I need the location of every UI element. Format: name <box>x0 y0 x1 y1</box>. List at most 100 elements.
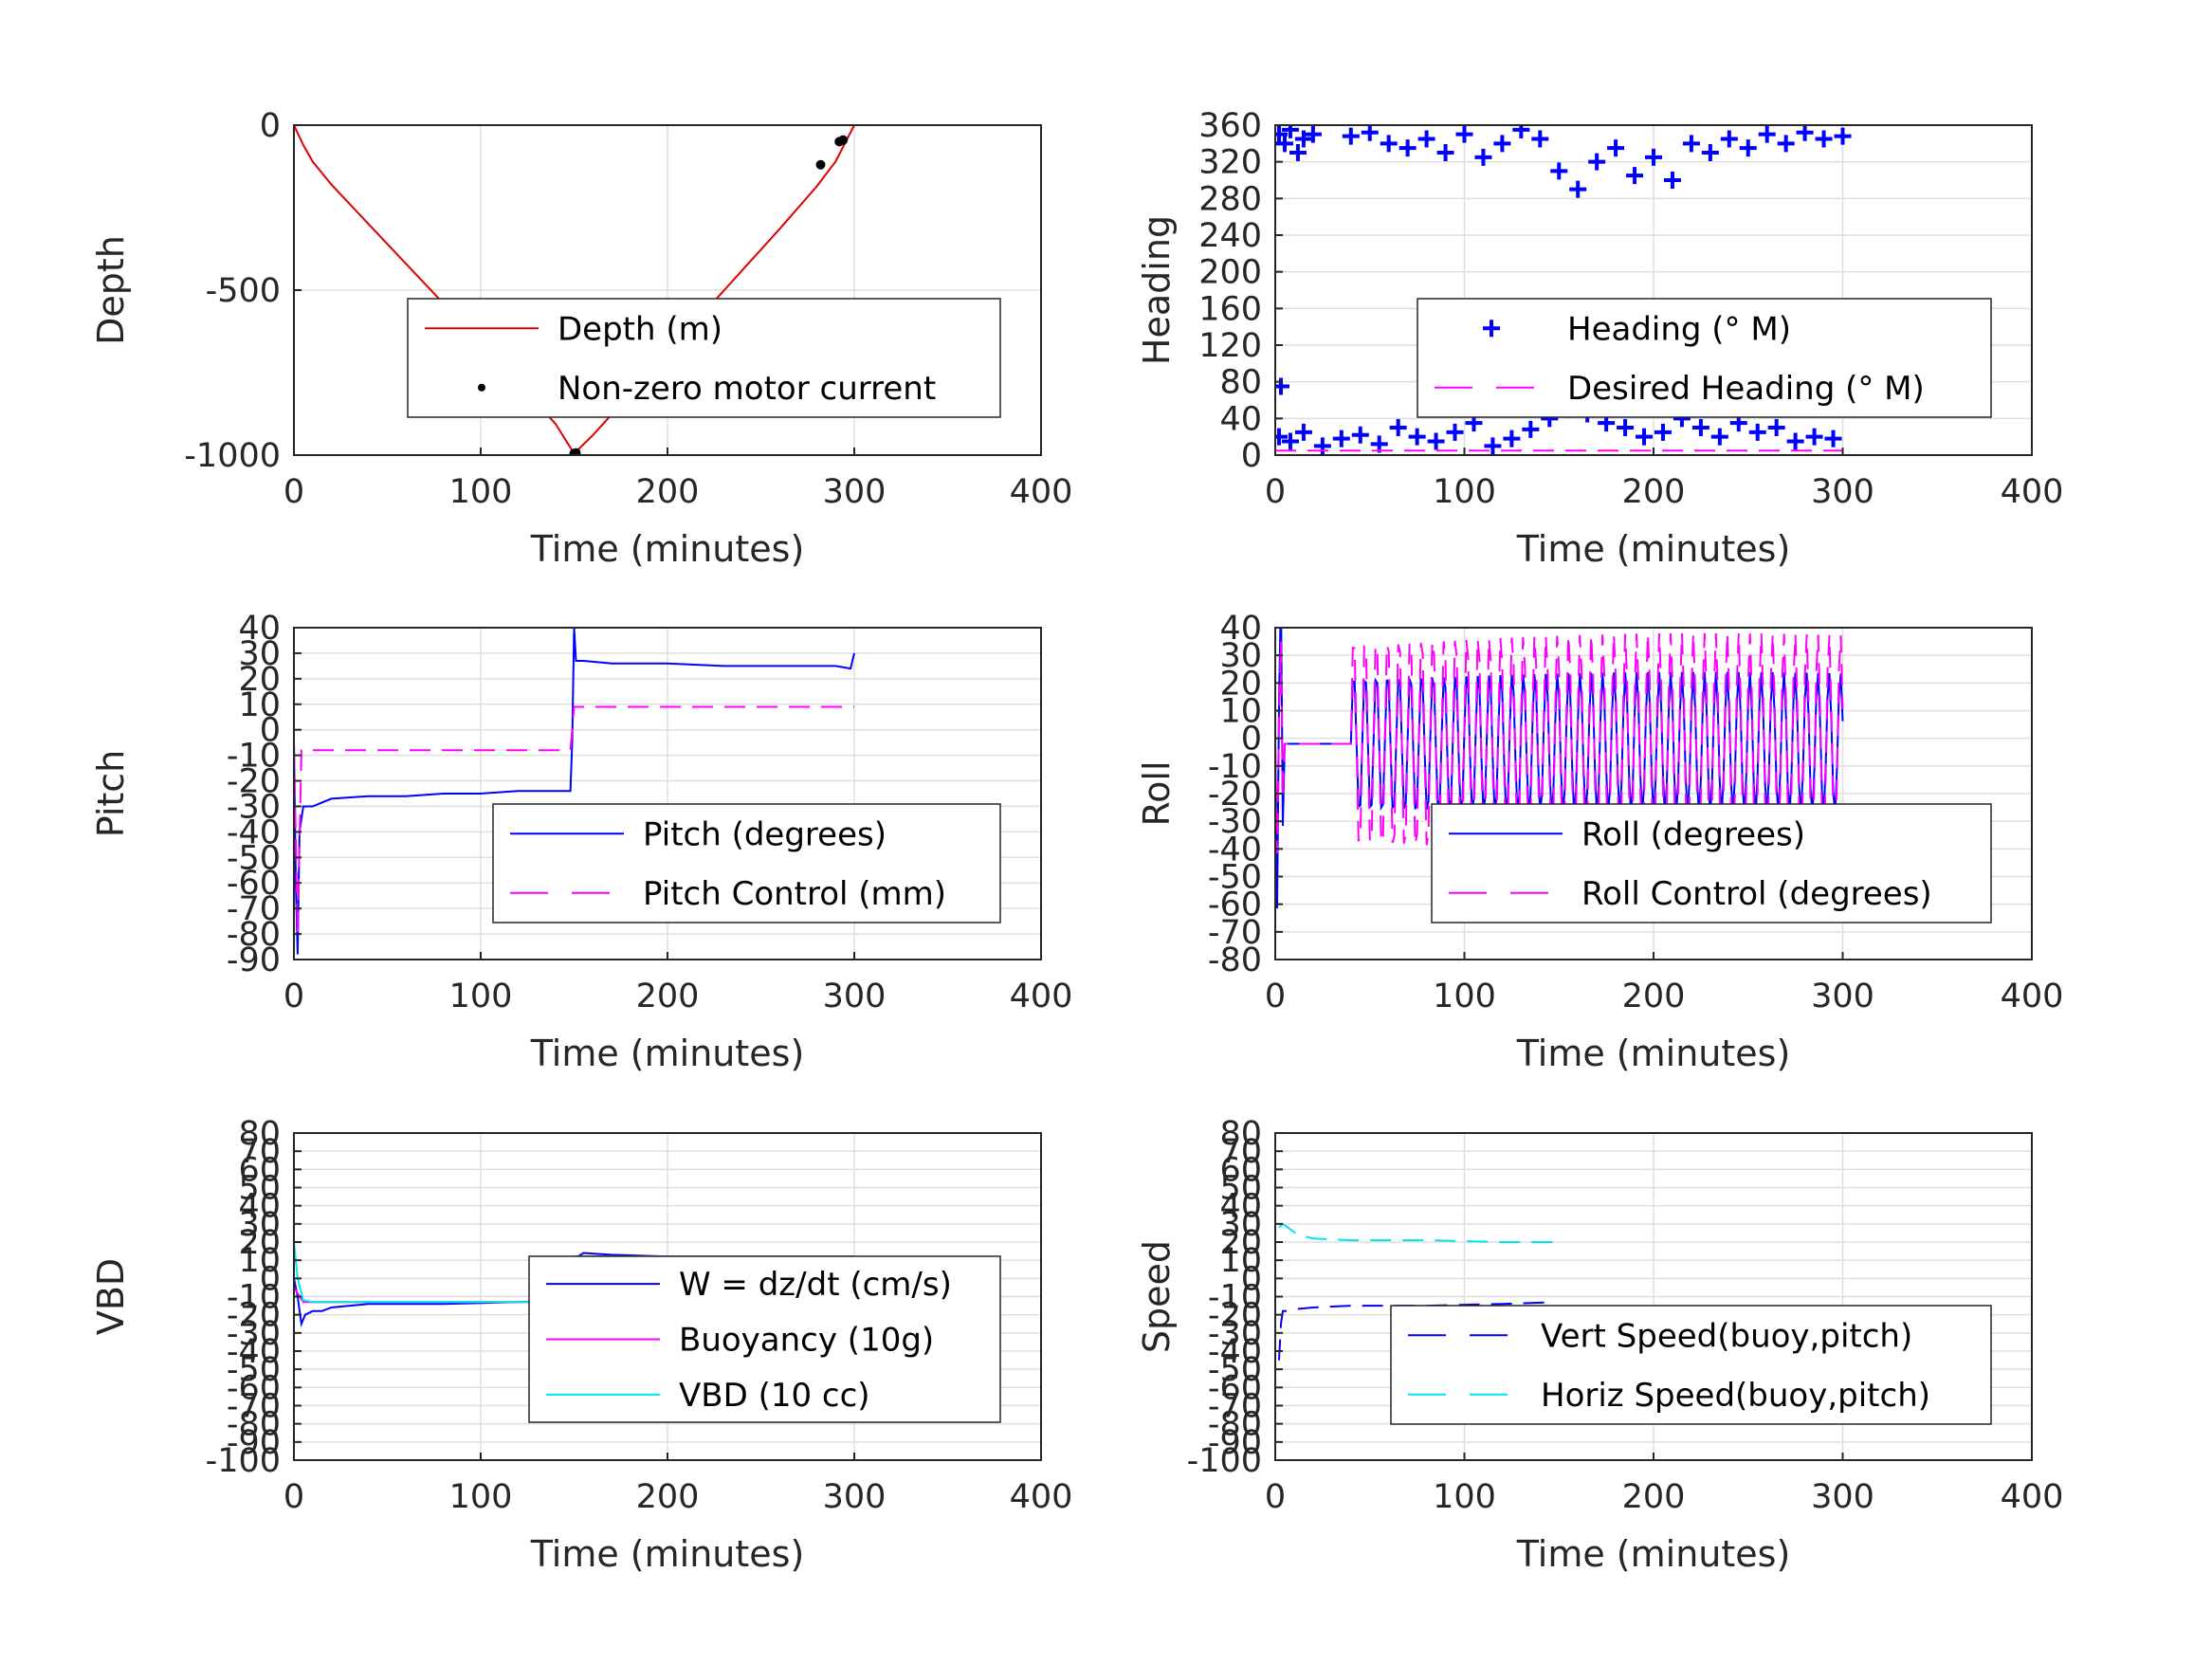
heading-marker <box>1796 125 1814 141</box>
y-tick-label: 60 <box>238 1151 281 1189</box>
x-axis-label: Time (minutes) <box>1516 1033 1791 1074</box>
heading-marker <box>1304 125 1322 143</box>
heading-marker <box>1275 125 1288 143</box>
x-tick-label: 300 <box>823 473 887 511</box>
y-tick-label: 20 <box>1219 1224 1262 1262</box>
heading-marker <box>1294 423 1312 441</box>
heading-marker <box>1767 419 1785 436</box>
legend-label: Depth (m) <box>558 310 722 348</box>
heading-marker <box>1626 167 1644 185</box>
heading-marker <box>1474 148 1492 166</box>
x-tick-label: 400 <box>1010 473 1073 511</box>
x-tick-label: 100 <box>449 1478 513 1516</box>
heading-marker <box>1701 144 1719 161</box>
y-tick-label: -40 <box>227 814 281 851</box>
y-tick-label: -80 <box>1208 942 1262 979</box>
subplot-1: 0 100 200 300 400 -1000 -500 0 Time (minutes) Dep… <box>90 107 1072 570</box>
heading-marker <box>1484 437 1502 455</box>
x-tick-label: 400 <box>2001 978 2064 1015</box>
legend-label: Vert Speed(buoy,pitch) <box>1541 1317 1912 1355</box>
legend-marker <box>478 383 485 392</box>
x-tick-label: 0 <box>283 1478 304 1516</box>
legend-marker <box>1483 320 1500 338</box>
heading-marker <box>1607 139 1625 157</box>
y-tick-label: -90 <box>227 1424 281 1462</box>
heading-marker <box>1720 130 1738 148</box>
x-tick-label: 100 <box>1433 473 1496 511</box>
x-tick-label: 200 <box>1622 473 1686 511</box>
x-tick-label: 300 <box>1811 473 1874 511</box>
heading-marker <box>1342 127 1360 145</box>
y-tick-label: 50 <box>238 1170 281 1208</box>
heading-marker <box>1281 432 1299 450</box>
y-tick-label: -40 <box>1208 831 1262 869</box>
x-tick-label: 400 <box>1010 1478 1073 1516</box>
plot-area <box>1275 125 1852 455</box>
heading-marker <box>1710 428 1728 446</box>
y-tick-label: -100 <box>1187 1442 1262 1480</box>
heading-marker <box>1289 144 1307 161</box>
y-tick-label: 60 <box>1219 1151 1262 1189</box>
y-tick-label: -50 <box>1208 859 1262 897</box>
y-tick-label: -80 <box>227 916 281 954</box>
series-1 <box>294 628 855 955</box>
y-tick-label: -40 <box>227 1333 281 1371</box>
series-2 <box>1278 1222 1556 1243</box>
heading-marker <box>1493 135 1511 153</box>
heading-marker <box>1824 430 1842 448</box>
legend-box <box>1417 298 1992 418</box>
y-tick-label: 40 <box>1219 400 1262 438</box>
subplot-5: 0 100 200 300 400-100-90-80-70-60-50-40-30-2… <box>90 1115 1072 1575</box>
y-tick-label: -1000 <box>184 437 281 475</box>
legend-box <box>407 298 1001 418</box>
subplot-4: 0 100 200 300 400-80-70-60-50-40-30-20-10010… <box>1136 610 2064 1074</box>
x-tick-label: 300 <box>823 978 887 1015</box>
x-tick-label: 0 <box>1265 473 1286 511</box>
x-tick-label: 200 <box>1622 978 1686 1015</box>
plot-area <box>1278 1222 1556 1361</box>
y-tick-label: 10 <box>1219 1242 1262 1280</box>
x-axis-label: Time (minutes) <box>530 1533 805 1575</box>
legend-label: Roll Control (degrees) <box>1581 875 1932 913</box>
heading-marker <box>1408 428 1426 446</box>
y-tick-label: 30 <box>238 635 281 673</box>
heading-marker <box>1503 430 1521 448</box>
y-tick-label: 20 <box>1219 665 1262 703</box>
heading-marker <box>1446 423 1464 441</box>
legend-label: Pitch Control (mm) <box>643 875 946 913</box>
plot-area <box>294 125 855 455</box>
y-tick-label: -90 <box>1208 1424 1262 1462</box>
heading-marker <box>1636 428 1654 446</box>
x-tick-label: 200 <box>636 978 700 1015</box>
heading-marker <box>1758 125 1776 143</box>
y-tick-label: 30 <box>238 1206 281 1244</box>
heading-marker <box>1455 125 1473 143</box>
x-axis-label: Time (minutes) <box>1516 528 1791 570</box>
y-tick-label: -20 <box>227 763 281 801</box>
legend-box <box>1390 1305 1992 1425</box>
motor-current-marker <box>571 448 581 455</box>
heading-marker <box>1645 148 1662 166</box>
heading-marker <box>1380 135 1398 153</box>
legend: Heading (° M) Desired Heading (° M) <box>1417 298 1992 418</box>
heading-marker <box>1748 423 1766 441</box>
plot-area <box>294 628 855 955</box>
heading-marker <box>1691 419 1709 436</box>
y-tick-label: 0 <box>260 1260 281 1298</box>
legend-box <box>492 803 1001 923</box>
heading-marker <box>1417 130 1435 148</box>
y-tick-label: -10 <box>1208 1279 1262 1317</box>
y-tick-label: 0 <box>1241 1260 1262 1298</box>
y-tick-label: -30 <box>1208 1315 1262 1353</box>
y-axis-label: VBD <box>90 1258 132 1335</box>
legend-label: Buoyancy (10g) <box>679 1322 934 1360</box>
x-axis-label: Time (minutes) <box>1516 1533 1791 1575</box>
x-tick-label: 0 <box>283 978 304 1015</box>
y-tick-label: -500 <box>206 272 281 310</box>
heading-marker <box>1332 430 1350 448</box>
heading-marker <box>1654 423 1672 441</box>
x-tick-label: 200 <box>636 473 700 511</box>
heading-marker <box>1617 419 1635 436</box>
y-tick-label: -70 <box>1208 914 1262 952</box>
